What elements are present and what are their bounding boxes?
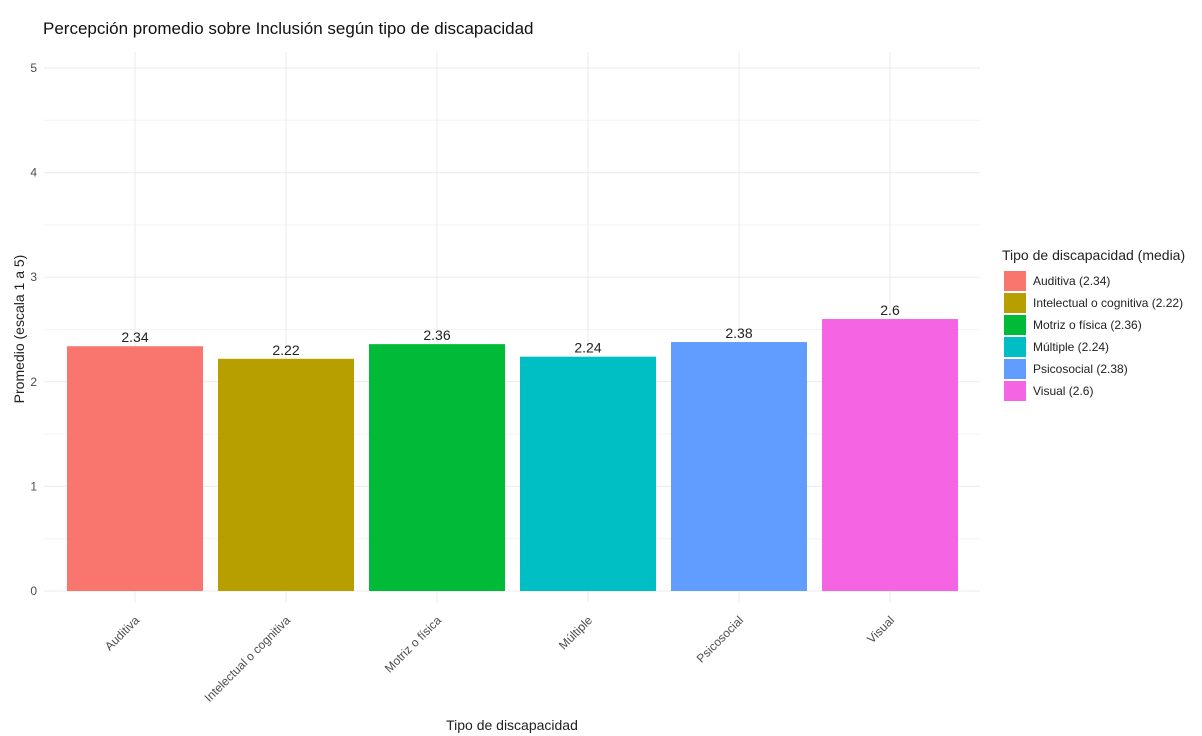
bar — [520, 356, 656, 591]
data-label: 2.36 — [423, 327, 450, 343]
x-tick-label: Motriz o física — [382, 613, 444, 675]
data-label: 2.6 — [880, 302, 900, 318]
x-tick-label: Auditiva — [102, 613, 142, 653]
chart-title: Percepción promedio sobre Inclusión segú… — [43, 19, 533, 38]
y-axis-title: Promedio (escala 1 a 5) — [11, 255, 27, 404]
x-axis-title: Tipo de discapacidad — [446, 717, 578, 733]
legend-swatch — [1004, 293, 1026, 313]
legend-swatch — [1004, 359, 1026, 379]
data-label: 2.38 — [725, 325, 752, 341]
legend: Tipo de discapacidad (media) Auditiva (2… — [1002, 247, 1185, 401]
legend-entry: Intelectual o cognitiva (2.22) — [1033, 296, 1183, 310]
y-tick-label: 0 — [30, 584, 37, 598]
y-tick-label: 5 — [30, 61, 37, 75]
bar — [822, 319, 958, 591]
legend-entry: Psicosocial (2.38) — [1033, 362, 1128, 376]
x-tick-label: Visual — [864, 613, 897, 646]
legend-entry: Múltiple (2.24) — [1033, 340, 1109, 354]
legend-items: Auditiva (2.34) Intelectual o cognitiva (… — [1004, 271, 1183, 401]
x-tick-label: Psicosocial — [694, 613, 746, 665]
y-tick-label: 2 — [30, 375, 37, 389]
data-label: 2.34 — [121, 329, 148, 345]
y-tick-label: 4 — [30, 166, 37, 180]
bar — [671, 342, 807, 591]
y-tick-label: 1 — [30, 479, 37, 493]
bar — [369, 344, 505, 591]
bars — [67, 319, 958, 591]
legend-entry: Visual (2.6) — [1033, 384, 1093, 398]
data-label: 2.22 — [272, 342, 299, 358]
bar — [218, 358, 354, 591]
x-tick-label: Múltiple — [556, 613, 595, 652]
legend-title: Tipo de discapacidad (media) — [1002, 247, 1185, 263]
bar — [67, 346, 203, 591]
data-labels: 2.34 2.22 2.36 2.24 2.38 2.6 — [121, 302, 900, 358]
legend-entry: Motriz o física (2.36) — [1033, 318, 1142, 332]
data-label: 2.24 — [574, 340, 601, 356]
legend-swatch — [1004, 315, 1026, 335]
y-tick-label: 3 — [30, 270, 37, 284]
legend-entry: Auditiva (2.34) — [1033, 274, 1110, 288]
y-axis-ticks: 0 1 2 3 4 5 — [30, 61, 37, 598]
x-axis-ticks: Auditiva Intelectual o cognitiva Motriz o … — [102, 613, 897, 705]
x-tick-label: Intelectual o cognitiva — [202, 613, 294, 705]
legend-swatch — [1004, 337, 1026, 357]
legend-swatch — [1004, 271, 1026, 291]
legend-swatch — [1004, 381, 1026, 401]
